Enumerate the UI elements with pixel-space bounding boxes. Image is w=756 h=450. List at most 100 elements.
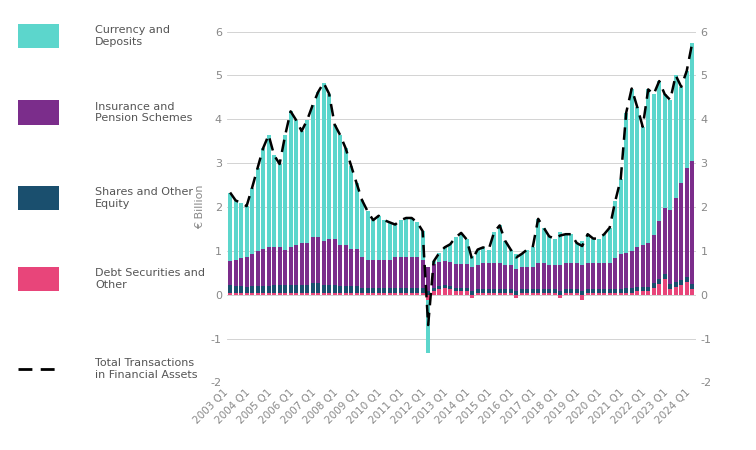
Bar <box>393 257 397 288</box>
Bar <box>366 212 370 260</box>
Bar <box>476 265 480 289</box>
Bar <box>525 267 529 289</box>
Bar <box>618 292 623 295</box>
Bar <box>564 234 568 263</box>
Bar <box>459 291 463 295</box>
Bar <box>256 286 259 292</box>
Bar <box>321 83 326 241</box>
Bar <box>596 289 601 293</box>
Bar <box>250 286 254 292</box>
FancyBboxPatch shape <box>18 23 59 48</box>
Bar <box>679 87 683 183</box>
Bar <box>459 233 463 264</box>
Bar <box>596 263 601 289</box>
Bar <box>591 292 595 295</box>
Bar <box>618 289 623 293</box>
Bar <box>277 285 282 293</box>
Bar <box>558 295 562 298</box>
Bar <box>448 244 452 262</box>
Bar <box>514 295 518 298</box>
Bar <box>299 243 304 285</box>
Bar <box>685 167 689 277</box>
Bar <box>410 257 414 288</box>
Text: Total Transactions
in Financial Assets: Total Transactions in Financial Assets <box>95 358 198 380</box>
Bar <box>591 238 595 263</box>
Bar <box>442 248 447 261</box>
Bar <box>580 265 584 291</box>
Bar <box>321 241 326 285</box>
Bar <box>338 292 342 295</box>
Bar <box>608 263 612 289</box>
Bar <box>355 183 358 249</box>
Bar <box>294 120 298 245</box>
Bar <box>398 292 403 295</box>
Bar <box>635 107 640 248</box>
Bar <box>514 254 518 269</box>
Bar <box>277 164 282 248</box>
Bar <box>349 249 353 286</box>
Bar <box>420 260 425 288</box>
Bar <box>674 198 678 282</box>
Bar <box>553 292 556 295</box>
Bar <box>261 148 265 249</box>
Bar <box>613 258 617 289</box>
Bar <box>509 250 513 265</box>
Bar <box>586 292 590 295</box>
Bar <box>454 288 457 291</box>
Bar <box>360 292 364 295</box>
Bar <box>261 249 265 286</box>
Bar <box>685 71 689 167</box>
Bar <box>250 292 254 295</box>
Bar <box>267 292 271 295</box>
Bar <box>663 274 667 279</box>
Bar <box>503 265 507 289</box>
Bar <box>613 201 617 258</box>
Bar <box>640 245 645 287</box>
Bar <box>261 286 265 292</box>
Bar <box>679 280 683 285</box>
Bar <box>668 289 672 295</box>
Bar <box>690 284 694 289</box>
Bar <box>305 285 309 293</box>
Bar <box>690 289 694 295</box>
Bar <box>432 288 435 291</box>
Bar <box>289 285 293 293</box>
Bar <box>388 222 392 260</box>
Bar <box>333 238 336 285</box>
Bar <box>519 289 524 293</box>
Bar <box>311 237 314 283</box>
Bar <box>376 260 381 288</box>
Bar <box>487 263 491 289</box>
Bar <box>294 292 298 295</box>
Bar <box>640 291 645 295</box>
Bar <box>536 289 541 293</box>
Bar <box>569 263 573 289</box>
Bar <box>250 253 254 286</box>
Bar <box>382 292 386 295</box>
Bar <box>503 241 507 265</box>
Bar <box>454 291 457 295</box>
Bar <box>349 292 353 295</box>
Bar <box>272 292 276 295</box>
Bar <box>553 289 556 293</box>
Bar <box>277 248 282 285</box>
Bar <box>349 286 353 292</box>
Bar <box>426 300 430 353</box>
Bar <box>228 285 232 293</box>
Bar <box>432 261 435 264</box>
Bar <box>509 265 513 289</box>
Bar <box>470 295 474 298</box>
Bar <box>371 292 375 295</box>
Bar <box>602 234 606 263</box>
Bar <box>420 288 425 292</box>
Bar <box>541 289 546 293</box>
Bar <box>536 219 541 263</box>
Bar <box>525 250 529 267</box>
Bar <box>476 289 480 293</box>
Bar <box>371 220 375 260</box>
Bar <box>343 292 348 295</box>
Bar <box>355 292 358 295</box>
Bar <box>382 260 386 288</box>
Bar <box>256 251 259 286</box>
Bar <box>470 291 474 295</box>
